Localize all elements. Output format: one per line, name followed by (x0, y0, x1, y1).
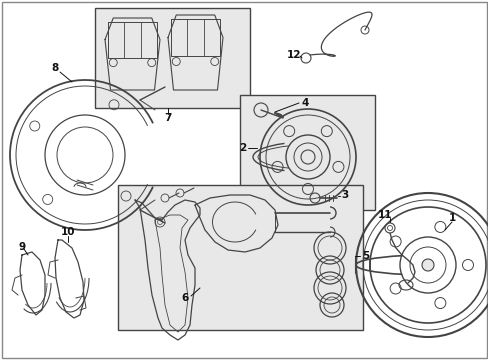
Text: 2: 2 (239, 143, 246, 153)
Text: 12: 12 (286, 50, 301, 60)
Text: 4: 4 (301, 98, 308, 108)
Text: 10: 10 (61, 227, 75, 237)
Bar (118, 185, 362, 330)
Circle shape (421, 259, 433, 271)
Bar (240, 95, 374, 210)
Text: 9: 9 (19, 242, 25, 252)
Text: 1: 1 (447, 213, 455, 223)
Text: 7: 7 (164, 113, 171, 123)
Text: 3: 3 (341, 190, 348, 200)
Bar (95, 8, 249, 108)
Text: 5: 5 (362, 251, 369, 261)
Text: 11: 11 (377, 210, 391, 220)
Text: 6: 6 (181, 293, 188, 303)
Text: 8: 8 (51, 63, 59, 73)
